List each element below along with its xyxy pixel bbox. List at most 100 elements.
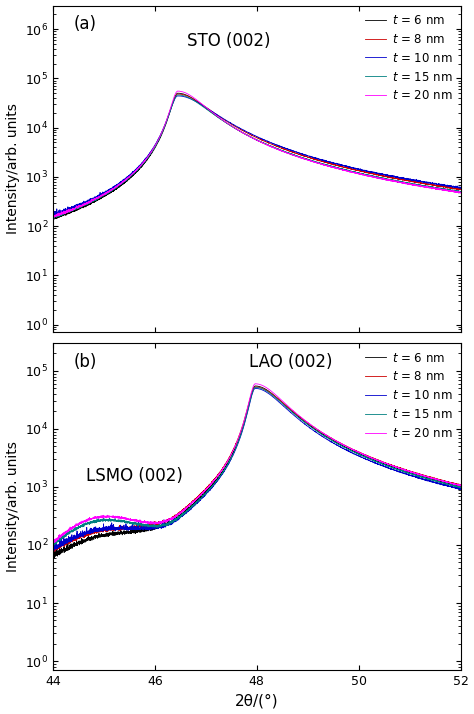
Y-axis label: Intensity/arb. units: Intensity/arb. units <box>6 441 19 572</box>
$t$ = 6 nm <box>446 479 451 488</box>
$t$ = 20 nm <box>50 538 56 547</box>
$t$ = 6 nm <box>175 89 181 97</box>
X-axis label: 2θ/(°): 2θ/(°) <box>235 693 279 708</box>
$t$ = 20 nm <box>346 167 352 176</box>
$t$ = 10 nm <box>50 547 56 555</box>
$t$ = 15 nm <box>425 475 431 483</box>
Line: $t$ = 6 nm: $t$ = 6 nm <box>53 93 461 219</box>
$t$ = 15 nm <box>51 214 57 223</box>
$t$ = 15 nm <box>175 91 181 99</box>
$t$ = 10 nm <box>425 178 431 186</box>
Line: $t$ = 10 nm: $t$ = 10 nm <box>53 388 461 551</box>
$t$ = 6 nm <box>51 553 57 562</box>
$t$ = 6 nm <box>225 459 230 468</box>
$t$ = 10 nm <box>221 466 227 475</box>
$t$ = 6 nm <box>458 482 464 491</box>
Line: $t$ = 8 nm: $t$ = 8 nm <box>53 94 461 217</box>
$t$ = 8 nm <box>458 481 464 490</box>
Y-axis label: Intensity/arb. units: Intensity/arb. units <box>6 104 19 234</box>
$t$ = 15 nm <box>346 166 352 175</box>
$t$ = 20 nm <box>50 213 56 221</box>
$t$ = 15 nm <box>50 213 56 221</box>
$t$ = 20 nm <box>458 188 464 197</box>
$t$ = 20 nm <box>225 119 230 128</box>
$t$ = 20 nm <box>50 212 56 221</box>
$t$ = 8 nm <box>51 547 57 555</box>
Legend: $t$ = 6 nm, $t$ = 8 nm, $t$ = 10 nm, $t$ = 15 nm, $t$ = 20 nm: $t$ = 6 nm, $t$ = 8 nm, $t$ = 10 nm, $t$… <box>360 347 457 445</box>
$t$ = 8 nm <box>253 383 259 391</box>
$t$ = 8 nm <box>244 129 250 137</box>
$t$ = 20 nm <box>458 481 464 490</box>
$t$ = 8 nm <box>221 461 227 470</box>
$t$ = 20 nm <box>244 131 250 139</box>
$t$ = 6 nm <box>425 474 431 483</box>
$t$ = 6 nm <box>51 215 56 223</box>
$t$ = 15 nm <box>221 117 227 126</box>
$t$ = 20 nm <box>425 473 431 481</box>
Line: $t$ = 20 nm: $t$ = 20 nm <box>53 383 461 543</box>
Line: $t$ = 10 nm: $t$ = 10 nm <box>53 96 461 216</box>
$t$ = 8 nm <box>244 407 249 416</box>
$t$ = 15 nm <box>253 383 259 392</box>
$t$ = 8 nm <box>225 456 230 465</box>
$t$ = 10 nm <box>458 485 464 493</box>
$t$ = 15 nm <box>244 131 250 139</box>
$t$ = 6 nm <box>221 117 227 126</box>
$t$ = 6 nm <box>225 119 230 128</box>
$t$ = 8 nm <box>50 544 56 553</box>
Line: $t$ = 15 nm: $t$ = 15 nm <box>53 95 461 218</box>
Text: LAO (002): LAO (002) <box>248 353 332 371</box>
$t$ = 6 nm <box>253 382 258 391</box>
$t$ = 20 nm <box>221 117 227 126</box>
$t$ = 15 nm <box>346 446 352 454</box>
$t$ = 20 nm <box>425 183 431 191</box>
$t$ = 8 nm <box>346 164 352 173</box>
$t$ = 6 nm <box>50 213 56 222</box>
Line: $t$ = 15 nm: $t$ = 15 nm <box>53 388 461 546</box>
$t$ = 20 nm <box>446 186 451 195</box>
Text: (a): (a) <box>73 16 96 34</box>
$t$ = 10 nm <box>225 117 230 126</box>
$t$ = 8 nm <box>425 179 431 188</box>
$t$ = 15 nm <box>221 466 227 475</box>
$t$ = 6 nm <box>50 552 56 560</box>
$t$ = 8 nm <box>425 472 431 481</box>
$t$ = 6 nm <box>446 186 451 195</box>
$t$ = 15 nm <box>446 480 451 488</box>
$t$ = 8 nm <box>50 211 56 220</box>
$t$ = 6 nm <box>346 445 352 453</box>
$t$ = 20 nm <box>244 406 249 415</box>
$t$ = 20 nm <box>175 87 181 96</box>
$t$ = 8 nm <box>221 116 227 124</box>
$t$ = 15 nm <box>51 542 56 550</box>
Text: STO (002): STO (002) <box>188 31 271 50</box>
$t$ = 15 nm <box>50 540 56 549</box>
$t$ = 20 nm <box>446 478 451 487</box>
$t$ = 10 nm <box>50 545 56 554</box>
$t$ = 20 nm <box>225 457 230 466</box>
$t$ = 8 nm <box>175 90 181 99</box>
$t$ = 8 nm <box>52 213 57 221</box>
$t$ = 8 nm <box>225 118 230 126</box>
$t$ = 10 nm <box>225 461 230 470</box>
$t$ = 15 nm <box>458 188 464 196</box>
Line: $t$ = 20 nm: $t$ = 20 nm <box>53 91 461 217</box>
$t$ = 15 nm <box>244 411 249 419</box>
$t$ = 15 nm <box>425 183 431 191</box>
$t$ = 6 nm <box>244 409 249 418</box>
$t$ = 6 nm <box>346 167 352 176</box>
Text: LSMO (002): LSMO (002) <box>86 468 182 486</box>
$t$ = 10 nm <box>446 481 451 490</box>
$t$ = 10 nm <box>458 183 464 192</box>
$t$ = 10 nm <box>244 411 249 420</box>
$t$ = 20 nm <box>252 379 258 388</box>
Text: (b): (b) <box>73 353 97 371</box>
$t$ = 6 nm <box>425 183 431 192</box>
Legend: $t$ = 6 nm, $t$ = 8 nm, $t$ = 10 nm, $t$ = 15 nm, $t$ = 20 nm: $t$ = 6 nm, $t$ = 8 nm, $t$ = 10 nm, $t$… <box>360 9 457 107</box>
Line: $t$ = 8 nm: $t$ = 8 nm <box>53 387 461 551</box>
$t$ = 10 nm <box>51 211 56 220</box>
Line: $t$ = 6 nm: $t$ = 6 nm <box>53 386 461 558</box>
$t$ = 10 nm <box>346 163 352 171</box>
$t$ = 20 nm <box>221 462 227 471</box>
$t$ = 10 nm <box>346 447 352 456</box>
